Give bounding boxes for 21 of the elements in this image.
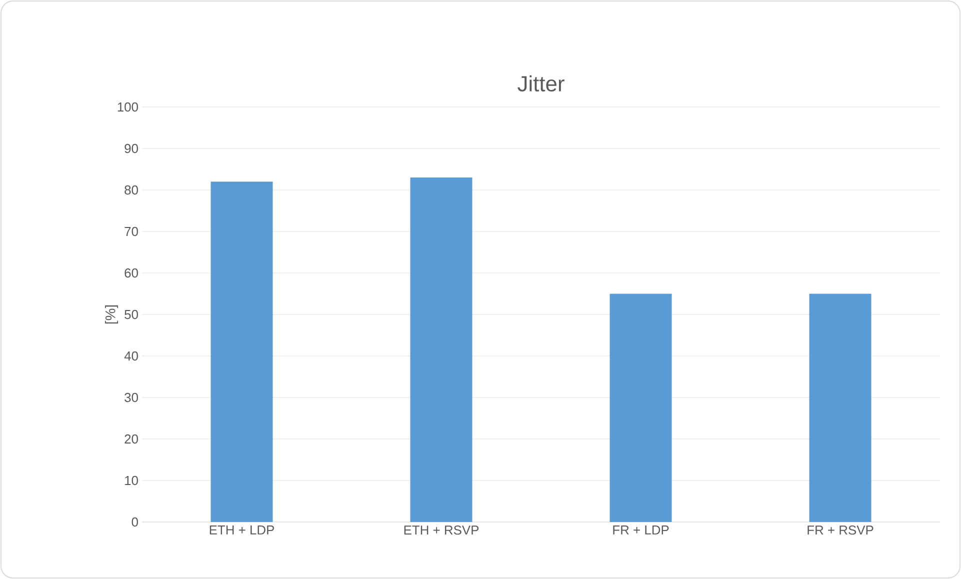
y-tick-label: 30	[124, 392, 138, 402]
bar	[610, 294, 672, 522]
y-tick-label: 60	[124, 268, 138, 278]
y-tick-label: 40	[124, 351, 138, 361]
bar	[210, 182, 273, 522]
x-tick-label: FR + RSVP	[808, 526, 874, 535]
x-tick-label: ETH + RSVP	[404, 526, 479, 535]
y-tick-label: 10	[125, 476, 138, 486]
chart-title: Jitter	[518, 75, 564, 92]
y-tick-label: 80	[124, 185, 138, 195]
y-tick-label: 70	[124, 226, 138, 236]
bar	[809, 294, 872, 522]
y-axis-title: [%]	[105, 305, 118, 324]
y-tick-label: 100	[118, 102, 138, 112]
y-tick-label: 90	[124, 144, 138, 154]
x-tick-label: FR + LDP	[613, 526, 669, 534]
bar	[410, 178, 472, 522]
y-tick-label: 50	[124, 310, 138, 320]
x-tick-label: ETH + LDP	[210, 526, 274, 534]
y-tick-label: 0	[132, 517, 138, 527]
y-tick-label: 20	[124, 434, 138, 444]
